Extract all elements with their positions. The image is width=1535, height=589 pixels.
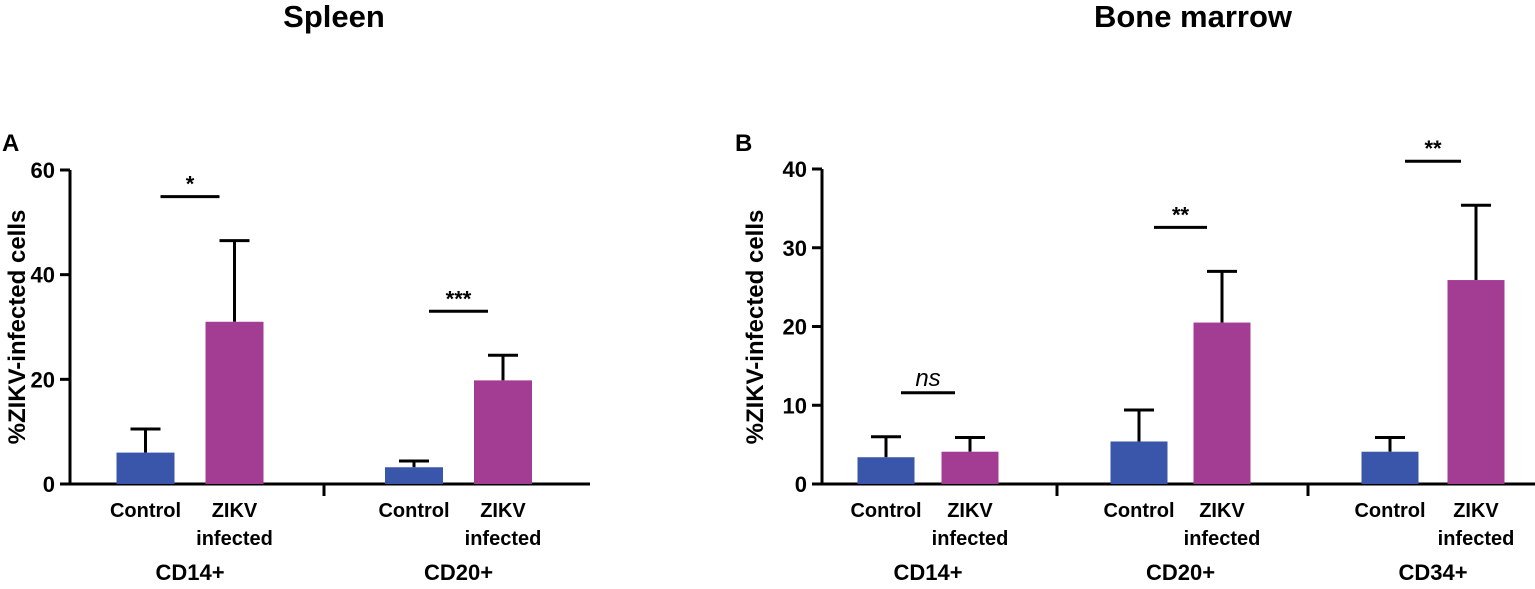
panel-a-y-tick-label: 60 bbox=[31, 158, 55, 183]
panel-a-bar-control bbox=[116, 452, 175, 484]
panel-a-letter: A bbox=[2, 130, 19, 157]
panel-b-bar-label: ZIKV bbox=[1453, 500, 1499, 522]
panel-b-significance-label: ** bbox=[1424, 136, 1442, 161]
panel-a-group-label: CD20+ bbox=[424, 560, 493, 584]
panel-a-bar-zikv bbox=[474, 380, 532, 484]
panel-a-plot: 0 20 40 60 Control ZIKV infected CD14+ * Control Z… bbox=[31, 158, 590, 585]
panel-b-group-label: CD20+ bbox=[1146, 560, 1215, 584]
panel-a-bar-label: ZIKV bbox=[212, 500, 258, 522]
panel-b-y-tick-label: 20 bbox=[783, 315, 807, 340]
panel-b-y-tick-label: 0 bbox=[795, 472, 807, 497]
panel-a-ylabel: %ZIKV-infected cells bbox=[4, 210, 31, 445]
panel-a-significance-label: *** bbox=[446, 286, 472, 311]
panel-a-y-tick-label: 40 bbox=[31, 263, 55, 288]
panel-b-bar-label: infected bbox=[932, 528, 1009, 550]
panel-a-bar-control bbox=[385, 467, 443, 484]
panel-b-y-tick-label: 30 bbox=[783, 236, 807, 261]
panel-b-bar-control bbox=[1361, 451, 1419, 484]
panel-b-title: Bone marrow bbox=[1094, 0, 1293, 34]
panel-a-group-label: CD14+ bbox=[155, 560, 224, 584]
panel-b-plot: 0 10 20 30 40 Control ZIKV infected CD14+ ns Contr… bbox=[783, 136, 1535, 585]
panel-b-bar-zikv bbox=[1447, 280, 1505, 484]
panel-b-bar-label: ZIKV bbox=[1199, 500, 1245, 522]
panel-b-bar-zikv bbox=[941, 451, 999, 484]
panel-a-bar-label: Control bbox=[378, 500, 449, 522]
panel-b-bar-zikv bbox=[1193, 322, 1251, 484]
panel-b-bar-label: Control bbox=[1354, 500, 1425, 522]
panel-b-bar-control bbox=[1110, 441, 1168, 484]
panel-b-bar-label: ZIKV bbox=[947, 500, 993, 522]
panel-b-group-label: CD34+ bbox=[1398, 560, 1467, 584]
panel-b-bar-label: Control bbox=[1103, 500, 1174, 522]
panel-a-bar-label: Control bbox=[110, 500, 181, 522]
panel-a-title: Spleen bbox=[283, 0, 385, 34]
panel-b-bar-label: Control bbox=[850, 500, 921, 522]
panel-b-bar-label: infected bbox=[1438, 528, 1515, 550]
panel-b: Bone marrow B %ZIKV-infected cells 0 10 20… bbox=[735, 0, 1535, 585]
panel-a-significance-label: * bbox=[186, 172, 195, 197]
panel-a-bar-zikv bbox=[205, 321, 264, 484]
panel-b-letter: B bbox=[735, 130, 752, 157]
panel-b-y-tick-label: 40 bbox=[783, 157, 807, 182]
panel-a-bar-label: infected bbox=[196, 528, 273, 550]
panel-b-group-label: CD14+ bbox=[893, 560, 962, 584]
panel-b-y-tick-label: 10 bbox=[783, 393, 807, 418]
panel-a: Spleen A %ZIKV-infected cells 0 20 40 60 Con… bbox=[2, 0, 590, 585]
panel-b-bar-label: infected bbox=[1184, 528, 1261, 550]
panel-a-bar-label: infected bbox=[465, 528, 542, 550]
panel-a-bar-label: ZIKV bbox=[480, 500, 526, 522]
panel-a-y-tick-label: 0 bbox=[43, 472, 55, 497]
panel-b-significance-label: ** bbox=[1172, 202, 1190, 227]
panel-b-ylabel: %ZIKV-infected cells bbox=[742, 210, 769, 445]
panel-b-bar-control bbox=[857, 457, 915, 484]
panel-b-significance-label: ns bbox=[915, 365, 940, 392]
panel-a-y-tick-label: 20 bbox=[31, 367, 55, 392]
